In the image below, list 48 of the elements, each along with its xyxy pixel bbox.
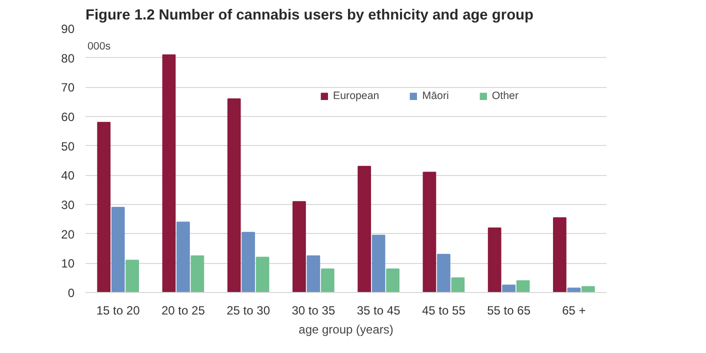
x-tick-label: 15 to 20 — [96, 304, 140, 318]
x-tick-label: 35 to 45 — [356, 304, 401, 318]
y-tick-label: 30 — [61, 198, 75, 212]
bar — [567, 288, 581, 292]
chart-title: Figure 1.2 Number of cannabis users by ethnicity and age group — [86, 8, 534, 24]
legend-label: Māori — [422, 90, 449, 102]
bar — [320, 268, 334, 292]
bar — [553, 217, 566, 292]
x-tick-label: 25 to 30 — [226, 304, 270, 318]
y-tick-label: 70 — [61, 80, 75, 95]
x-axis-title: age group (years) — [298, 322, 394, 336]
y-tick-label: 0 — [68, 286, 75, 300]
y-tick-label: 80 — [61, 51, 75, 66]
legend-label: European — [333, 90, 380, 102]
bar — [292, 201, 306, 292]
bar — [437, 254, 450, 292]
bar — [176, 222, 190, 292]
y-tick-label: 20 — [61, 227, 75, 242]
bar — [372, 234, 386, 292]
legend-label: Other — [492, 90, 519, 102]
y-tick-label: 40 — [61, 168, 75, 183]
bar — [488, 227, 502, 292]
bar — [111, 206, 125, 292]
y-tick-label: 90 — [61, 22, 75, 36]
y-tick-label: 60 — [61, 110, 75, 124]
bar — [256, 256, 270, 292]
bar — [422, 172, 436, 292]
x-tick-label: 20 to 25 — [162, 304, 206, 318]
bar — [358, 166, 372, 292]
bar — [190, 255, 204, 292]
bar — [162, 54, 176, 292]
bar — [227, 98, 241, 292]
bar — [516, 280, 530, 292]
bar — [97, 122, 111, 292]
bar — [451, 277, 465, 292]
bar — [306, 255, 320, 292]
bar — [126, 260, 139, 292]
x-tick-label: 65 + — [562, 304, 586, 318]
x-tick-label: 55 to 65 — [487, 304, 531, 318]
x-tick-label: 45 to 55 — [422, 304, 466, 318]
bar — [386, 268, 400, 292]
bar — [242, 232, 255, 292]
y-tick-label: 10 — [61, 256, 75, 271]
y-tick-label: 50 — [61, 139, 75, 154]
bar — [502, 284, 516, 292]
x-tick-label: 30 to 35 — [292, 304, 336, 318]
bar — [581, 286, 595, 292]
annotation: 000s — [88, 40, 111, 52]
